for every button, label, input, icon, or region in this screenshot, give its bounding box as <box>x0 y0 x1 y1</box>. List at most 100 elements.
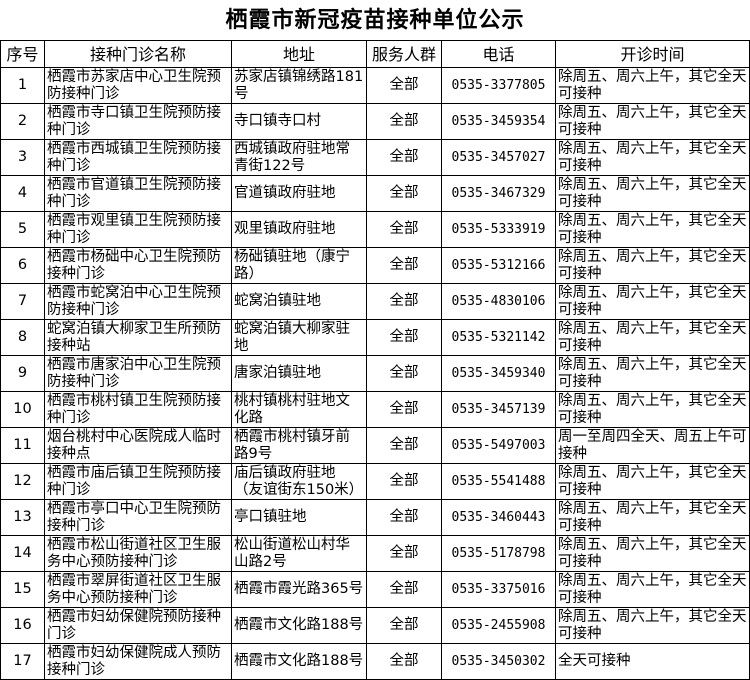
service-group-cell: 全部 <box>366 319 442 356</box>
phone-cell: 0535-3457139 <box>441 391 556 428</box>
clinic-name-cell: 栖霞市亭口中心卫生院预防接种门诊 <box>44 499 232 536</box>
service-group-cell: 全部 <box>366 535 442 572</box>
clinic-name-cell: 栖霞市官道镇卫生院预防接种门诊 <box>44 175 232 212</box>
header-no: 序号 <box>0 40 45 68</box>
address-cell: 蛇窝泊镇大柳家驻地 <box>231 319 367 356</box>
service-group-cell: 全部 <box>366 283 442 320</box>
opening-hours-cell: 周一至周四全天、周五上午可接种 <box>555 427 750 464</box>
phone-cell: 0535-4830106 <box>441 283 556 320</box>
phone-cell: 0535-5321142 <box>441 319 556 356</box>
page-title: 栖霞市新冠疫苗接种单位公示 <box>225 7 525 33</box>
clinic-name-cell: 栖霞市蛇窝泊中心卫生院预防接种门诊 <box>44 283 232 320</box>
clinic-name-cell: 栖霞市妇幼保健院成人预防接种门诊 <box>44 643 232 680</box>
service-group-cell: 全部 <box>366 139 442 176</box>
opening-hours-cell: 除周五、周六上午，其它全天可接种 <box>555 535 750 572</box>
table-row: 3 栖霞市西城镇卫生院预防接种门诊 西城镇政府驻地常青街122号 全部 0535-345… <box>0 139 750 176</box>
clinic-name-cell: 栖霞市苏家店中心卫生院预防接种门诊 <box>44 67 232 104</box>
service-group-cell: 全部 <box>366 427 442 464</box>
phone-cell: 0535-3459354 <box>441 103 556 140</box>
row-number-cell: 4 <box>0 175 45 212</box>
phone-cell: 0535-2455908 <box>441 607 556 644</box>
table-row: 16 栖霞市妇幼保健院预防接种门诊 栖霞市文化路188号 全部 0535-2455908… <box>0 607 750 644</box>
clinic-name-cell: 栖霞市桃村镇卫生院预防接种门诊 <box>44 391 232 428</box>
service-group-cell: 全部 <box>366 643 442 680</box>
opening-hours-cell: 除周五、周六上午，其它全天可接种 <box>555 463 750 500</box>
address-cell: 唐家泊镇驻地 <box>231 355 367 392</box>
service-group-cell: 全部 <box>366 571 442 608</box>
address-cell: 栖霞市文化路188号 <box>231 643 367 680</box>
row-number-cell: 17 <box>0 643 45 680</box>
service-group-cell: 全部 <box>366 211 442 248</box>
row-number-cell: 7 <box>0 283 45 320</box>
table-row: 14 栖霞市松山街道社区卫生服务中心预防接种门诊 松山街道松山村华山路2号 全部 053… <box>0 535 750 572</box>
service-group-cell: 全部 <box>366 355 442 392</box>
opening-hours-cell: 除周五、周六上午，其它全天可接种 <box>555 355 750 392</box>
address-cell: 杨础镇驻地（康宁路） <box>231 247 367 284</box>
phone-cell: 0535-3450302 <box>441 643 556 680</box>
header-row: 序号 接种门诊名称 地址 服务人群 电话 开诊时间 <box>0 40 750 68</box>
phone-cell: 0535-5497003 <box>441 427 556 464</box>
phone-cell: 0535-3459340 <box>441 355 556 392</box>
row-number-cell: 10 <box>0 391 45 428</box>
service-group-cell: 全部 <box>366 175 442 212</box>
clinic-name-cell: 栖霞市西城镇卫生院预防接种门诊 <box>44 139 232 176</box>
service-group-cell: 全部 <box>366 607 442 644</box>
header-group: 服务人群 <box>366 40 442 68</box>
phone-cell: 0535-5333919 <box>441 211 556 248</box>
address-cell: 蛇窝泊镇驻地 <box>231 283 367 320</box>
service-group-cell: 全部 <box>366 67 442 104</box>
address-cell: 栖霞市霞光路365号 <box>231 571 367 608</box>
clinic-name-cell: 栖霞市唐家泊中心卫生院预防接种门诊 <box>44 355 232 392</box>
row-number-cell: 16 <box>0 607 45 644</box>
header-phone: 电话 <box>441 40 556 68</box>
opening-hours-cell: 除周五、周六上午，其它全天可接种 <box>555 103 750 140</box>
row-number-cell: 13 <box>0 499 45 536</box>
table-row: 9 栖霞市唐家泊中心卫生院预防接种门诊 唐家泊镇驻地 全部 0535-3459340 除周… <box>0 355 750 392</box>
phone-cell: 0535-3467329 <box>441 175 556 212</box>
row-number-cell: 5 <box>0 211 45 248</box>
opening-hours-cell: 除周五、周六上午，其它全天可接种 <box>555 499 750 536</box>
service-group-cell: 全部 <box>366 499 442 536</box>
table-row: 17 栖霞市妇幼保健院成人预防接种门诊 栖霞市文化路188号 全部 0535-34503… <box>0 643 750 680</box>
table-row: 7 栖霞市蛇窝泊中心卫生院预防接种门诊 蛇窝泊镇驻地 全部 0535-4830106 除周… <box>0 283 750 320</box>
table-row: 4 栖霞市官道镇卫生院预防接种门诊 官道镇政府驻地 全部 0535-3467329 除周五… <box>0 175 750 212</box>
row-number-cell: 8 <box>0 319 45 356</box>
clinic-name-cell: 蛇窝泊镇大柳家卫生所预防接种站 <box>44 319 232 356</box>
phone-cell: 0535-3375016 <box>441 571 556 608</box>
row-number-cell: 2 <box>0 103 45 140</box>
opening-hours-cell: 除周五、周六上午，其它全天可接种 <box>555 67 750 104</box>
opening-hours-cell: 除周五、周六上午，其它全天可接种 <box>555 391 750 428</box>
row-number-cell: 1 <box>0 67 45 104</box>
clinic-name-cell: 栖霞市庙后镇卫生院预防接种门诊 <box>44 463 232 500</box>
phone-cell: 0535-3460443 <box>441 499 556 536</box>
address-cell: 苏家店镇锦绣路181号 <box>231 67 367 104</box>
row-number-cell: 9 <box>0 355 45 392</box>
service-group-cell: 全部 <box>366 247 442 284</box>
table-row: 11 烟台桃村中心医院成人临时接种点 栖霞市桃村镇牙前路9号 全部 0535-54970… <box>0 427 750 464</box>
opening-hours-cell: 除周五、周六上午，其它全天可接种 <box>555 211 750 248</box>
clinic-name-cell: 栖霞市杨础中心卫生院预防接种门诊 <box>44 247 232 284</box>
phone-cell: 0535-3377805 <box>441 67 556 104</box>
row-number-cell: 6 <box>0 247 45 284</box>
table-row: 15 栖霞市翠屏街道社区卫生服务中心预防接种门诊 栖霞市霞光路365号 全部 0535-… <box>0 571 750 608</box>
clinic-name-cell: 烟台桃村中心医院成人临时接种点 <box>44 427 232 464</box>
row-number-cell: 3 <box>0 139 45 176</box>
phone-cell: 0535-3457027 <box>441 139 556 176</box>
table-row: 10 栖霞市桃村镇卫生院预防接种门诊 桃村镇桃村驻地文化路 全部 0535-345713… <box>0 391 750 428</box>
clinic-name-cell: 栖霞市松山街道社区卫生服务中心预防接种门诊 <box>44 535 232 572</box>
table-row: 5 栖霞市观里镇卫生院预防接种门诊 观里镇政府驻地 全部 0535-5333919 除周五… <box>0 211 750 248</box>
row-number-cell: 11 <box>0 427 45 464</box>
address-cell: 观里镇政府驻地 <box>231 211 367 248</box>
header-name: 接种门诊名称 <box>44 40 232 68</box>
service-group-cell: 全部 <box>366 103 442 140</box>
table-row: 8 蛇窝泊镇大柳家卫生所预防接种站 蛇窝泊镇大柳家驻地 全部 0535-5321142 除… <box>0 319 750 356</box>
address-cell: 栖霞市桃村镇牙前路9号 <box>231 427 367 464</box>
address-cell: 松山街道松山村华山路2号 <box>231 535 367 572</box>
clinic-name-cell: 栖霞市翠屏街道社区卫生服务中心预防接种门诊 <box>44 571 232 608</box>
opening-hours-cell: 除周五、周六上午，其它全天可接种 <box>555 571 750 608</box>
row-number-cell: 12 <box>0 463 45 500</box>
opening-hours-cell: 除周五、周六上午，其它全天可接种 <box>555 319 750 356</box>
opening-hours-cell: 除周五、周六上午，其它全天可接种 <box>555 283 750 320</box>
header-hours: 开诊时间 <box>555 40 750 68</box>
table-row: 2 栖霞市寺口镇卫生院预防接种门诊 寺口镇寺口村 全部 0535-3459354 除周五、… <box>0 103 750 140</box>
